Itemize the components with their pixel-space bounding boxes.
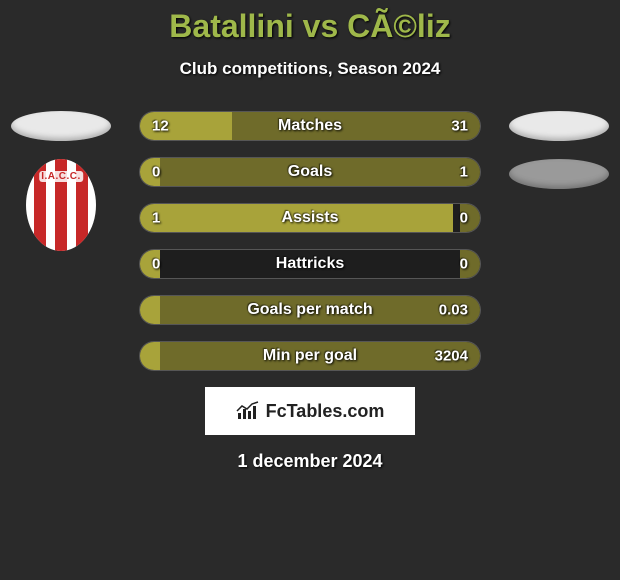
bar-left xyxy=(140,296,160,324)
right-player-logos xyxy=(504,111,614,207)
stat-label: Hattricks xyxy=(276,255,344,273)
stat-row: 1 0 Assists xyxy=(139,203,481,233)
stat-value-right: 0 xyxy=(460,256,468,273)
stat-value-left: 12 xyxy=(152,118,169,135)
stat-value-left: 1 xyxy=(152,210,160,227)
stat-row: 12 31 Matches xyxy=(139,111,481,141)
badge-text: I.A.C.C. xyxy=(39,171,83,182)
stat-label: Assists xyxy=(282,209,339,227)
right-ellipse-top-icon xyxy=(509,111,609,141)
stat-value-right: 31 xyxy=(451,118,468,135)
left-ellipse-icon xyxy=(11,111,111,141)
stat-row: 0 1 Goals xyxy=(139,157,481,187)
stat-value-right: 0 xyxy=(460,210,468,227)
stat-row: 3204 Min per goal xyxy=(139,341,481,371)
page-subtitle: Club competitions, Season 2024 xyxy=(0,59,620,79)
stat-label: Min per goal xyxy=(263,347,357,365)
stat-value-right: 3204 xyxy=(435,348,468,365)
stat-row: 0.03 Goals per match xyxy=(139,295,481,325)
date-text: 1 december 2024 xyxy=(0,451,620,472)
stat-label: Matches xyxy=(278,117,342,135)
stat-label: Goals xyxy=(288,163,332,181)
brand-box[interactable]: FcTables.com xyxy=(205,387,415,435)
brand-text: FcTables.com xyxy=(266,401,385,422)
stat-rows: 12 31 Matches 0 1 Goals 1 0 Assists 0 0 Hattricks 0.… xyxy=(139,111,481,371)
widget-container: Batallini vs CÃ©liz Club competitions, S… xyxy=(0,0,620,580)
bar-left xyxy=(140,342,160,370)
left-club-badge: I.A.C.C. xyxy=(26,159,96,251)
bar-right xyxy=(232,112,480,140)
left-player-logos: I.A.C.C. xyxy=(6,111,116,251)
stat-value-left: 0 xyxy=(152,256,160,273)
comparison-stage: I.A.C.C. 12 31 Matches 0 1 Goals 1 0 Assists 0 0 Ha… xyxy=(0,111,620,371)
brand-chart-icon xyxy=(236,401,260,421)
stat-value-right: 1 xyxy=(460,164,468,181)
page-title: Batallini vs CÃ©liz xyxy=(0,8,620,45)
stat-value-left: 0 xyxy=(152,164,160,181)
stat-value-right: 0.03 xyxy=(439,302,468,319)
right-ellipse-bottom-icon xyxy=(509,159,609,189)
stat-label: Goals per match xyxy=(247,301,372,319)
stat-row: 0 0 Hattricks xyxy=(139,249,481,279)
